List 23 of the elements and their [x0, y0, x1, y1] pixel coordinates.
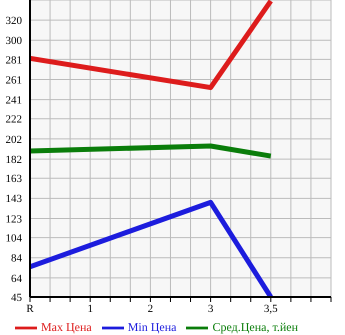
- y-tick-label: 123: [6, 213, 22, 226]
- x-tick-label: R: [26, 302, 34, 315]
- y-tick-label: 163: [6, 173, 22, 186]
- y-tick-label: 143: [6, 193, 22, 206]
- x-tick-label: 1: [87, 302, 93, 315]
- y-tick-label: 300: [6, 35, 22, 48]
- x-tick-label: 3,5: [264, 302, 278, 315]
- y-tick-label: 241: [6, 94, 22, 107]
- y-tick-label: 64: [11, 272, 22, 285]
- legend-label: Сред.Цена, т.йен: [212, 320, 298, 334]
- x-tick-label: 2: [148, 302, 154, 315]
- y-tick-label: 45: [11, 292, 22, 304]
- y-tick-label: 281: [6, 54, 22, 66]
- legend-label: Max Цена: [40, 320, 92, 334]
- y-tick-label: 320: [6, 15, 22, 28]
- y-tick-label: 222: [6, 114, 22, 126]
- legend-label: Min Цена: [128, 320, 176, 334]
- y-tick-label: 261: [6, 74, 22, 86]
- x-tick-label: 3: [208, 302, 214, 315]
- y-tick-label: 202: [6, 134, 22, 146]
- y-tick-label: 104: [6, 232, 22, 245]
- y-tick-label: 84: [11, 252, 22, 265]
- y-tick-label: 182: [6, 154, 22, 166]
